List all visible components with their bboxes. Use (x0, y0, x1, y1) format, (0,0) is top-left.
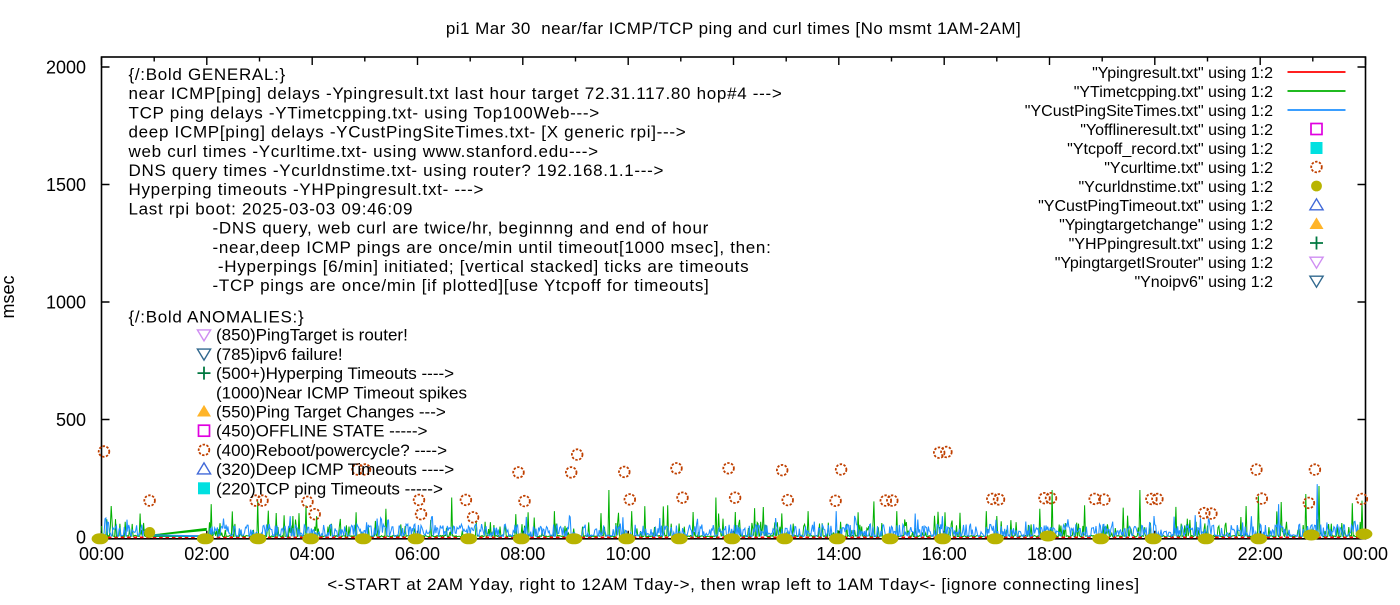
svg-text:near ICMP[ping] delays -Ypingr: near ICMP[ping] delays -Ypingresult.txt … (129, 84, 783, 103)
svg-text:msec: msec (0, 275, 18, 318)
svg-text:12:00: 12:00 (711, 544, 756, 564)
svg-text:(220)TCP ping Timeouts ----->: (220)TCP ping Timeouts -----> (216, 479, 443, 498)
svg-text:(400)Reboot/powercycle? ---->: (400)Reboot/powercycle? ----> (216, 441, 447, 460)
svg-text:(550)Ping Target Changes --->: (550)Ping Target Changes ---> (216, 403, 446, 422)
svg-text:web curl times -Ycurltime.txt-: web curl times -Ycurltime.txt- using www… (128, 142, 599, 161)
svg-text:16:00: 16:00 (922, 544, 967, 564)
svg-text:"YTimetcpping.txt" using 1:2: "YTimetcpping.txt" using 1:2 (1074, 84, 1273, 101)
svg-text:500: 500 (56, 410, 86, 430)
svg-text:04:00: 04:00 (290, 544, 335, 564)
svg-text:06:00: 06:00 (395, 544, 440, 564)
svg-text:2000: 2000 (46, 58, 86, 78)
svg-text:-Hyperpings [6/min] initiated;: -Hyperpings [6/min] initiated; [vertical… (213, 257, 750, 276)
svg-text:00:00: 00:00 (1343, 544, 1388, 564)
svg-text:Last rpi boot: 2025-03-03 09:4: Last rpi boot: 2025-03-03 09:46:09 (129, 199, 414, 218)
svg-text:pi1 Mar 30 near/far ICMP/TCP: pi1 Mar 30 near/far ICMP/TCP ping and cu… (446, 19, 1021, 38)
svg-text:"Yofflineresult.txt" using 1:2: "Yofflineresult.txt" using 1:2 (1080, 122, 1273, 139)
svg-text:(850)PingTarget is router!: (850)PingTarget is router! (216, 326, 408, 345)
svg-text:"YpingtargetISrouter" using 1:: "YpingtargetISrouter" using 1:2 (1055, 255, 1273, 272)
svg-text:"Ycurltime.txt" using 1:2: "Ycurltime.txt" using 1:2 (1104, 160, 1273, 177)
svg-text:20:00: 20:00 (1132, 544, 1177, 564)
svg-text:0: 0 (76, 528, 86, 548)
svg-text:(450)OFFLINE STATE ----->: (450)OFFLINE STATE -----> (216, 422, 427, 441)
svg-text:"Ypingresult.txt" using 1:2: "Ypingresult.txt" using 1:2 (1092, 65, 1273, 82)
svg-text:1500: 1500 (46, 175, 86, 195)
svg-text:02:00: 02:00 (184, 544, 229, 564)
svg-text:DNS query times -Ycurldnstime.: DNS query times -Ycurldnstime.txt- using… (129, 161, 665, 180)
svg-text:(500+)Hyperping Timeouts ---->: (500+)Hyperping Timeouts ----> (216, 364, 454, 383)
svg-text:18:00: 18:00 (1027, 544, 1072, 564)
svg-text:-TCP pings are once/min [if pl: -TCP pings are once/min [if plotted][use… (213, 276, 710, 295)
svg-text:22:00: 22:00 (1238, 544, 1283, 564)
svg-text:"YCustPingSiteTimes.txt" using: "YCustPingSiteTimes.txt" using 1:2 (1025, 103, 1273, 120)
svg-text:<-START at 2AM Yday, right to: <-START at 2AM Yday, right to 12AM Tday-… (327, 575, 1139, 594)
svg-text:(1000)Near ICMP Timeout spikes: (1000)Near ICMP Timeout spikes (216, 383, 467, 402)
svg-text:TCP ping delays -YTimetcpping.: TCP ping delays -YTimetcpping.txt- using… (129, 103, 600, 122)
svg-text:-DNS query, web curl are twice: -DNS query, web curl are twice/hr, begin… (213, 219, 709, 238)
svg-text:10:00: 10:00 (606, 544, 651, 564)
svg-text:Hyperping timeouts -YHPpingres: Hyperping timeouts -YHPpingresult.txt- -… (129, 180, 485, 199)
svg-text:"Ynoipv6" using 1:2: "Ynoipv6" using 1:2 (1134, 274, 1273, 291)
svg-text:08:00: 08:00 (500, 544, 545, 564)
svg-text:"Ypingtargetchange" using 1:2: "Ypingtargetchange" using 1:2 (1059, 217, 1273, 234)
svg-text:deep ICMP[ping] delays -YCustP: deep ICMP[ping] delays -YCustPingSiteTim… (129, 123, 687, 142)
svg-text:14:00: 14:00 (816, 544, 861, 564)
svg-text:(785)ipv6 failure!: (785)ipv6 failure! (216, 345, 343, 364)
svg-text:"Ytcpoff_record.txt" using 1:2: "Ytcpoff_record.txt" using 1:2 (1067, 141, 1273, 158)
svg-text:(320)Deep ICMP Timeouts ---->: (320)Deep ICMP Timeouts ----> (216, 460, 454, 479)
svg-text:-near,deep ICMP pings are once: -near,deep ICMP pings are once/min until… (213, 238, 772, 257)
svg-text:00:00: 00:00 (79, 544, 124, 564)
svg-text:"YCustPingTimeout.txt" using 1: "YCustPingTimeout.txt" using 1:2 (1038, 198, 1273, 215)
svg-text:{/:Bold GENERAL:}: {/:Bold GENERAL:} (129, 65, 286, 84)
svg-text:1000: 1000 (46, 293, 86, 313)
svg-text:{/:Bold ANOMALIES:}: {/:Bold ANOMALIES:} (129, 308, 305, 327)
svg-text:"YHPpingresult.txt" using 1:2: "YHPpingresult.txt" using 1:2 (1069, 236, 1273, 253)
svg-text:"Ycurldnstime.txt" using 1:2: "Ycurldnstime.txt" using 1:2 (1078, 179, 1273, 196)
